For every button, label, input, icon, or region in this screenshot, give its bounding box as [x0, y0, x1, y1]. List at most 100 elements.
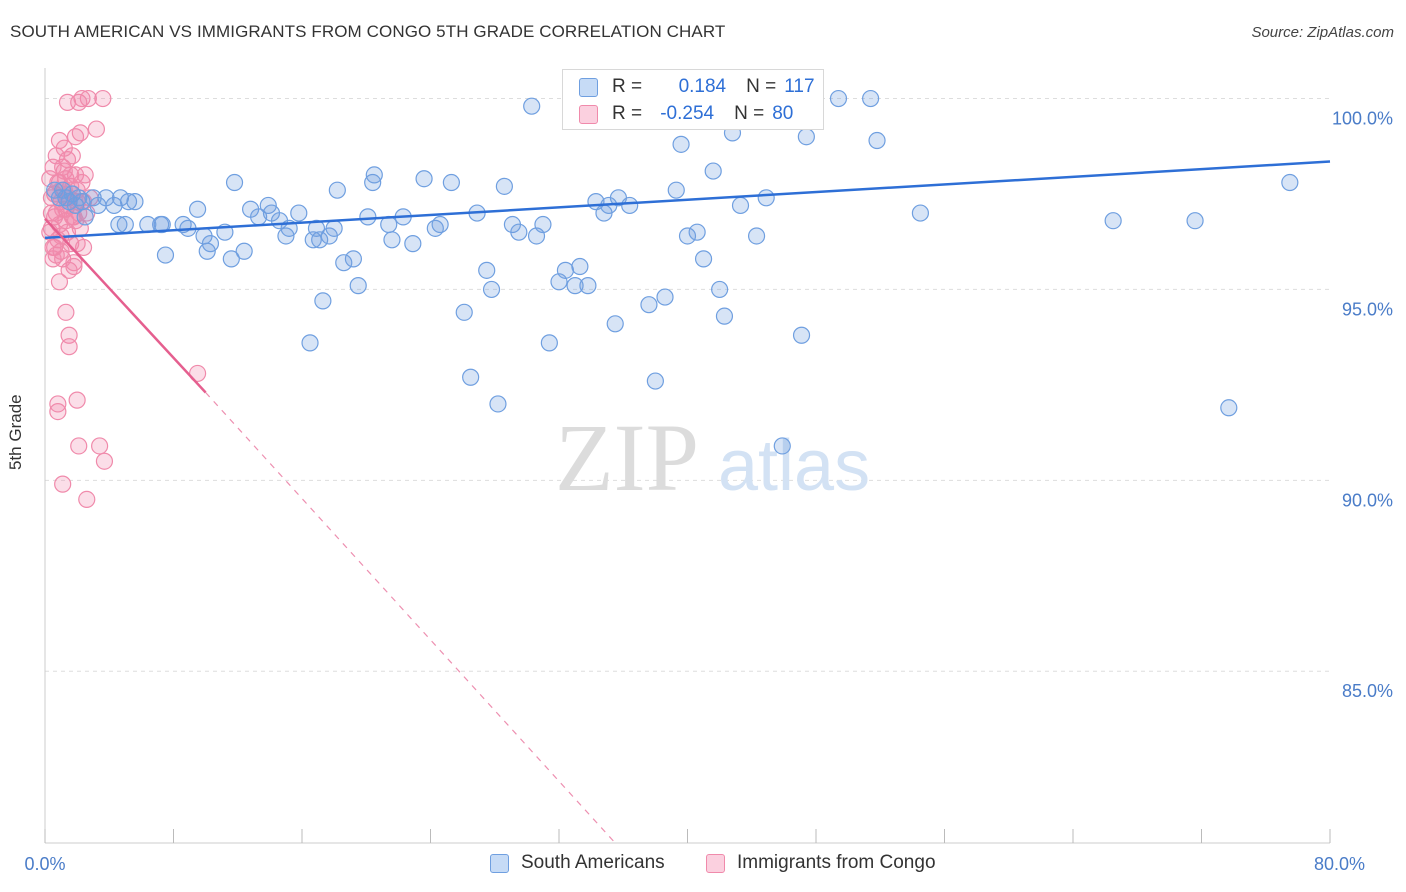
south-american-point	[119, 193, 138, 211]
congo-point	[49, 402, 67, 421]
congo-point	[44, 158, 62, 176]
south-american-point	[314, 292, 332, 310]
south-american-point	[757, 189, 775, 207]
n-label: N =	[746, 76, 777, 97]
south-american-point	[404, 235, 422, 253]
south-american-point	[606, 315, 624, 333]
south-american-point	[534, 215, 552, 234]
congo-point	[94, 89, 112, 108]
south-american-point	[646, 372, 664, 390]
axes	[44, 68, 1331, 844]
south-american-point	[672, 135, 690, 153]
y-tick-label: 90.0%	[1342, 490, 1393, 510]
south-american-point	[1220, 399, 1238, 417]
r-value: -0.254	[660, 103, 715, 124]
south-american-point	[188, 200, 207, 218]
y-tick-label: 100.0%	[1332, 109, 1393, 129]
south-american-point	[344, 250, 362, 268]
congo-point	[65, 254, 83, 272]
congo-point	[50, 273, 69, 291]
r-label: R =	[612, 76, 643, 97]
congo-point	[63, 147, 81, 165]
legend-label: South Americans	[521, 852, 665, 873]
south-american-point	[235, 242, 253, 260]
congo-point	[47, 246, 65, 264]
south-american-point	[797, 128, 815, 146]
n-value: 80	[772, 103, 794, 124]
legend-item-congo[interactable]: Immigrants from Congo	[706, 852, 936, 874]
south-american-point	[311, 231, 329, 249]
congo-point	[87, 120, 106, 138]
x-tick-label: 0.0%	[24, 854, 65, 874]
south-american-point	[566, 277, 584, 295]
south-american-point	[335, 254, 353, 272]
watermark-zip: ZIP	[555, 404, 699, 511]
stats-row-south-american: R = 0.184 N = 117	[579, 75, 815, 99]
congo-point	[95, 452, 114, 470]
south-american-point	[431, 215, 449, 234]
south-american-point	[678, 227, 697, 245]
chart-title: SOUTH AMERICAN VS IMMIGRANTS FROM CONGO …	[10, 22, 726, 41]
south-american-point	[656, 288, 674, 306]
congo-point	[78, 490, 96, 509]
congo-trend-line	[44, 217, 207, 394]
south-american-point	[116, 215, 134, 234]
south-american-point	[126, 193, 144, 211]
watermark-atlas: atlas	[718, 426, 870, 506]
south-american-point	[523, 97, 541, 115]
south-american-point	[290, 204, 308, 222]
congo-points	[41, 89, 207, 509]
south-american-point	[1186, 212, 1204, 230]
r-label: R =	[612, 103, 643, 124]
y-tick-label: 95.0%	[1342, 299, 1393, 319]
south-american-point	[495, 177, 513, 195]
south-american-point	[1281, 173, 1299, 192]
south-american-point	[731, 196, 750, 215]
south-american-swatch	[579, 77, 598, 97]
south-american-point	[862, 89, 880, 108]
south-american-point	[76, 208, 94, 226]
south-american-point	[201, 235, 220, 253]
south-american-point	[301, 334, 319, 352]
south-american-trend-line	[44, 160, 1331, 240]
south-american-point	[688, 223, 706, 241]
bottom-legend: South Americans Immigrants from Congo	[0, 850, 1406, 880]
source-label: Source: ZipAtlas.com	[1251, 24, 1394, 41]
south-american-point	[325, 219, 343, 237]
stats-legend: R = 0.184 N = 117 R = -0.254 N = 80	[562, 69, 824, 130]
south-american-point	[868, 131, 886, 150]
south-american-point	[349, 277, 367, 295]
south-american-point	[482, 280, 501, 299]
south-american-point	[489, 395, 507, 413]
congo-point	[65, 257, 83, 276]
south-american-point	[773, 437, 791, 455]
south-american-point	[153, 215, 171, 234]
congo-point	[73, 89, 91, 108]
south-american-point	[829, 89, 848, 108]
congo-swatch	[579, 104, 598, 124]
x-tick-label: 80.0%	[1314, 854, 1365, 874]
south-american-point	[359, 208, 377, 226]
south-american-point	[415, 170, 433, 188]
south-american-point	[462, 368, 480, 386]
congo-point	[54, 475, 72, 493]
south-american-point	[156, 246, 175, 264]
south-american-point	[365, 166, 383, 184]
y-tick-label: 85.0%	[1342, 681, 1393, 701]
south-american-point	[1104, 212, 1122, 230]
south-american-swatch	[490, 853, 509, 873]
n-label: N =	[734, 103, 765, 124]
south-american-point	[911, 204, 930, 222]
south-american-point	[383, 231, 401, 249]
south-american-point	[747, 227, 766, 245]
south-american-point	[694, 250, 713, 268]
south-american-point	[571, 257, 589, 276]
south-american-point	[510, 223, 528, 241]
south-american-point	[455, 303, 473, 321]
n-value: 117	[784, 76, 815, 97]
congo-trend-extension	[205, 392, 616, 844]
legend-label: Immigrants from Congo	[737, 852, 936, 873]
south-american-point	[222, 250, 240, 268]
r-value: 0.184	[678, 76, 727, 97]
legend-item-south-american[interactable]: South Americans	[490, 852, 665, 874]
